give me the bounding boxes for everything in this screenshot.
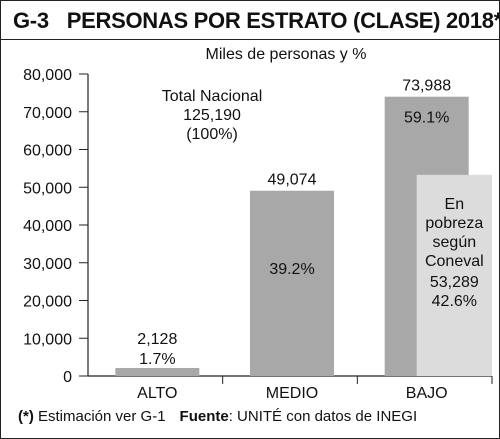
poverty-label-line: En bbox=[445, 196, 465, 213]
y-tick-label: 60,000 bbox=[23, 143, 72, 160]
chart-title-text: PERSONAS POR ESTRATO (CLASE) 2018* bbox=[66, 8, 500, 33]
total-annotation-line: 125,190 bbox=[183, 107, 241, 124]
x-tick-label: ALTO bbox=[137, 385, 177, 402]
poverty-label-line: Coneval bbox=[425, 253, 484, 270]
poverty-overlay bbox=[416, 174, 492, 376]
title-bar: G-3 PERSONAS POR ESTRATO (CLASE) 2018* bbox=[1, 1, 500, 40]
bar-alto bbox=[115, 367, 200, 376]
y-tick-label: 30,000 bbox=[23, 256, 72, 273]
poverty-label-line: según bbox=[433, 234, 477, 251]
chart-subtitle: Miles de personas y % bbox=[205, 46, 367, 63]
y-tick-label: 20,000 bbox=[23, 294, 72, 311]
y-tick-label: 50,000 bbox=[23, 180, 72, 197]
data-label-percent: 59.1% bbox=[404, 110, 449, 127]
y-tick-label: 80,000 bbox=[23, 67, 72, 84]
y-tick-label: 10,000 bbox=[23, 331, 72, 348]
bar-medio bbox=[250, 190, 334, 376]
footnote-text: Estimación ver G-1 bbox=[33, 408, 166, 425]
data-label-percent: 39.2% bbox=[269, 261, 314, 278]
source-label: Fuente bbox=[179, 408, 229, 425]
footnote-mark: (*) bbox=[18, 408, 34, 425]
y-tick-label: 0 bbox=[63, 369, 72, 386]
poverty-value-label: 53,289 bbox=[430, 274, 479, 291]
total-annotation-line: Total Nacional bbox=[162, 88, 263, 105]
chart-code: G-3 bbox=[13, 8, 49, 33]
total-annotation-line: (100%) bbox=[186, 126, 238, 143]
chart-title: G-3 PERSONAS POR ESTRATO (CLASE) 2018* bbox=[13, 8, 500, 34]
data-label-value: 2,128 bbox=[137, 331, 177, 348]
poverty-percent-label: 42.6% bbox=[432, 293, 477, 310]
y-tick-label: 70,000 bbox=[23, 105, 72, 122]
x-tick-label: MEDIO bbox=[266, 385, 318, 402]
y-tick-label: 40,000 bbox=[23, 218, 72, 235]
poverty-label-line: pobreza bbox=[425, 215, 483, 232]
chart-footer: (*) Estimación ver G-1 Fuente: UNITÉ con … bbox=[18, 408, 417, 425]
data-label-percent: 1.7% bbox=[139, 351, 175, 368]
data-label-value: 49,074 bbox=[268, 172, 317, 189]
x-tick-label: BAJO bbox=[406, 385, 448, 402]
data-label-value: 73,988 bbox=[402, 78, 451, 95]
source-text: : UNITÉ con datos de INEGI bbox=[228, 408, 418, 425]
